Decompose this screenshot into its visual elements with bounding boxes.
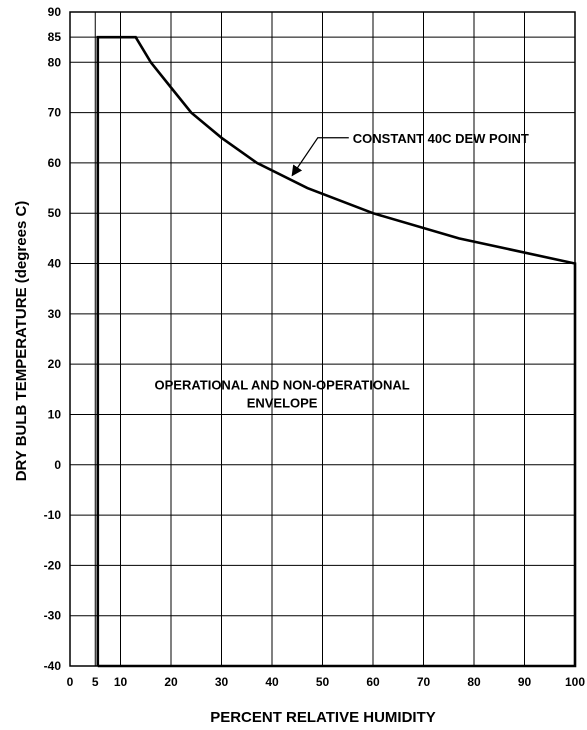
y-tick-label: -10: [44, 508, 62, 522]
x-tick-label: 30: [215, 675, 229, 689]
x-tick-label: 90: [518, 675, 532, 689]
annotation-label: CONSTANT 40C DEW POINT: [353, 131, 529, 146]
x-tick-label: 80: [467, 675, 481, 689]
y-tick-label: 30: [48, 307, 62, 321]
y-axis-title: DRY BULB TEMPERATURE (degrees C): [13, 201, 30, 482]
x-tick-label: 40: [265, 675, 279, 689]
annotation-arrow: [291, 137, 349, 177]
y-tick-label: 20: [48, 357, 62, 371]
envelope-line: [96, 35, 577, 668]
x-tick-label: 10: [114, 675, 128, 689]
y-tick-labels: 90 85 80 70 60 50 40 30 20 10 0 -10 -20 -30 -40: [44, 5, 62, 673]
y-tick-label: 10: [48, 407, 62, 421]
series-layer: [96, 35, 577, 668]
y-tick-label: 70: [48, 106, 62, 120]
y-tick-label: 40: [48, 257, 62, 271]
y-tick-label: 60: [48, 156, 62, 170]
y-tick-label: 90: [48, 5, 62, 19]
envelope-label: ENVELOPE: [247, 395, 318, 410]
x-axis-title: PERCENT RELATIVE HUMIDITY: [210, 709, 436, 726]
x-tick-label: 70: [417, 675, 431, 689]
y-tick-label: -30: [44, 609, 62, 623]
y-tick-label: 85: [48, 30, 62, 44]
x-tick-label: 60: [366, 675, 380, 689]
x-tick-label: 5: [92, 675, 99, 689]
x-tick-labels: 0 5 10 20 30 40 50 60 70 80 90 100: [67, 675, 586, 689]
x-tick-label: 0: [67, 675, 74, 689]
x-tick-label: 50: [316, 675, 330, 689]
y-tick-label: -40: [44, 659, 62, 673]
x-tick-label: 100: [565, 675, 585, 689]
x-tick-label: 20: [164, 675, 178, 689]
y-tick-label: 50: [48, 206, 62, 220]
annotations: CONSTANT 40C DEW POINT OPERATIONAL AND NO…: [155, 131, 529, 411]
grid: [70, 12, 575, 666]
envelope-label: OPERATIONAL AND NON-OPERATIONAL: [155, 377, 410, 392]
y-tick-label: 0: [54, 458, 61, 472]
y-tick-label: -20: [44, 558, 62, 572]
y-tick-label: 80: [48, 55, 62, 69]
